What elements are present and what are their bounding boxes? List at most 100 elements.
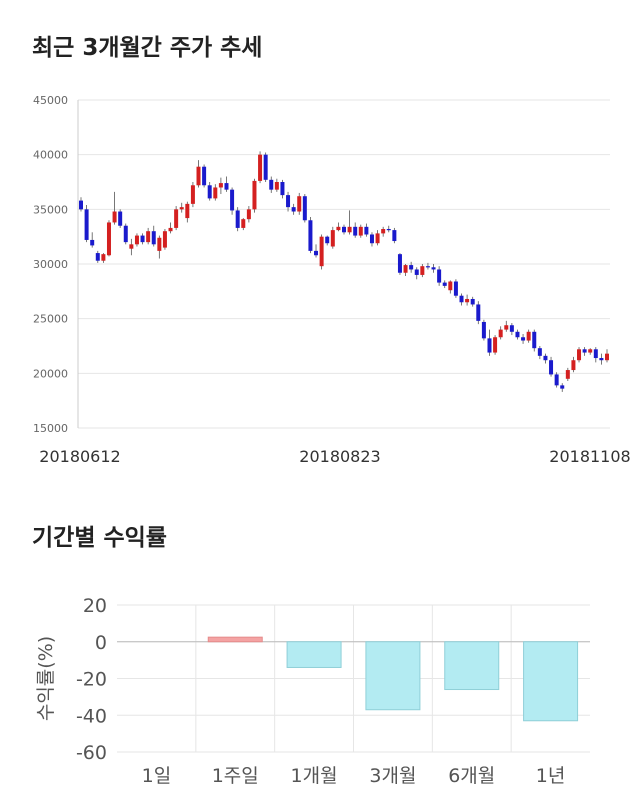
candle-body	[269, 179, 274, 190]
candle-body	[588, 349, 593, 353]
candle-body	[168, 227, 173, 232]
candle-body	[314, 250, 319, 256]
candle-body	[258, 154, 263, 181]
candle-body	[140, 235, 145, 243]
price-y-tick-label: 35000	[33, 203, 68, 216]
candle-body	[554, 374, 559, 386]
candle-body	[476, 304, 481, 321]
price-x-tick-label: 20181108	[549, 447, 630, 466]
returns-x-tick-label: 1개월	[291, 765, 338, 787]
candle-body	[235, 210, 240, 228]
candle-body	[157, 237, 162, 251]
candle-body	[134, 235, 139, 245]
candle-body	[146, 231, 151, 243]
candle-body	[174, 209, 179, 228]
candle-body	[453, 281, 458, 296]
price-y-tick-label: 25000	[33, 313, 68, 326]
candle-body	[319, 236, 324, 267]
candle-body	[353, 226, 358, 236]
candle-body	[302, 196, 307, 221]
price-y-tick-label: 15000	[33, 422, 68, 435]
price-chart-title: 최근 3개월간 주가 추세	[32, 35, 263, 61]
candle-body	[263, 154, 268, 180]
candle-body	[521, 337, 526, 341]
returns-bar	[444, 641, 500, 691]
returns-y-axis-label: 수익률(%)	[35, 636, 57, 721]
candle-body	[95, 253, 100, 261]
candle-body	[106, 222, 111, 256]
candle-body	[218, 183, 223, 188]
candle-body	[526, 331, 531, 341]
candle-body	[286, 195, 291, 208]
candle-body	[420, 266, 425, 275]
candle-body	[498, 329, 503, 338]
candle-body	[185, 203, 190, 219]
returns-bar	[523, 641, 579, 722]
candle-body	[162, 231, 167, 248]
candle-body	[196, 166, 201, 186]
candle-body	[123, 225, 128, 243]
candle-body	[207, 185, 212, 199]
candle-body	[252, 180, 257, 210]
candle-body	[509, 325, 514, 332]
candle-body	[465, 298, 470, 303]
candle-body	[605, 353, 609, 361]
candle-body	[403, 265, 408, 273]
candle-body	[375, 233, 380, 244]
candle-body	[381, 229, 386, 234]
candle-body	[112, 211, 117, 223]
returns-x-tick-label: 6개월	[448, 765, 495, 787]
candle-body	[392, 230, 397, 242]
candle-body	[414, 269, 419, 275]
candle-body	[481, 321, 486, 339]
candle-body	[325, 236, 330, 244]
candle-body	[190, 185, 195, 204]
candle-body	[213, 187, 218, 199]
candle-body	[291, 207, 296, 212]
candle-body	[560, 385, 565, 389]
candle-body	[593, 349, 598, 359]
returns-chart-title: 기간별 수익률	[32, 525, 167, 551]
candle-body	[358, 226, 363, 236]
candle-body	[571, 360, 576, 371]
returns-x-tick-label: 1주일	[212, 765, 259, 787]
candlestick-chart: 45000 40000 35000 30000 25000 20000 15000 20180…	[33, 94, 631, 466]
candle-body	[549, 360, 554, 375]
candle-body	[582, 349, 587, 353]
candle-body	[431, 267, 436, 270]
candle-body	[425, 266, 430, 268]
returns-bar	[207, 636, 263, 643]
candle-body	[504, 325, 509, 330]
returns-bar	[286, 641, 342, 668]
returns-y-tick-label: -60	[76, 742, 107, 764]
returns-x-tick-label: 1년	[536, 765, 566, 787]
candle-body	[179, 207, 184, 210]
price-y-tick-label: 30000	[33, 258, 68, 271]
candle-body	[537, 348, 542, 356]
candle-body	[118, 211, 123, 226]
candle-body	[297, 196, 302, 212]
candle-body	[470, 298, 475, 305]
candle-body	[459, 295, 464, 303]
candle-body	[129, 244, 134, 249]
price-x-tick-label: 20180823	[299, 447, 380, 466]
candle-body	[330, 230, 335, 247]
candle-body	[347, 226, 352, 233]
returns-y-tick-label: 20	[83, 595, 107, 617]
candle-body	[493, 337, 498, 353]
returns-x-tick-label: 3개월	[369, 765, 416, 787]
candle-body	[515, 331, 520, 338]
price-y-tick-label: 45000	[33, 94, 68, 107]
candle-body	[79, 200, 83, 210]
candle-body	[364, 226, 369, 235]
candle-body	[599, 358, 604, 361]
candle-body	[543, 355, 548, 361]
candle-body	[487, 338, 492, 353]
candle-body	[84, 209, 89, 240]
candle-body	[386, 229, 391, 231]
candle-body	[532, 331, 537, 349]
price-y-tick-label: 40000	[33, 149, 68, 162]
candle-body	[274, 182, 279, 190]
price-y-tick-label: 20000	[33, 367, 68, 380]
